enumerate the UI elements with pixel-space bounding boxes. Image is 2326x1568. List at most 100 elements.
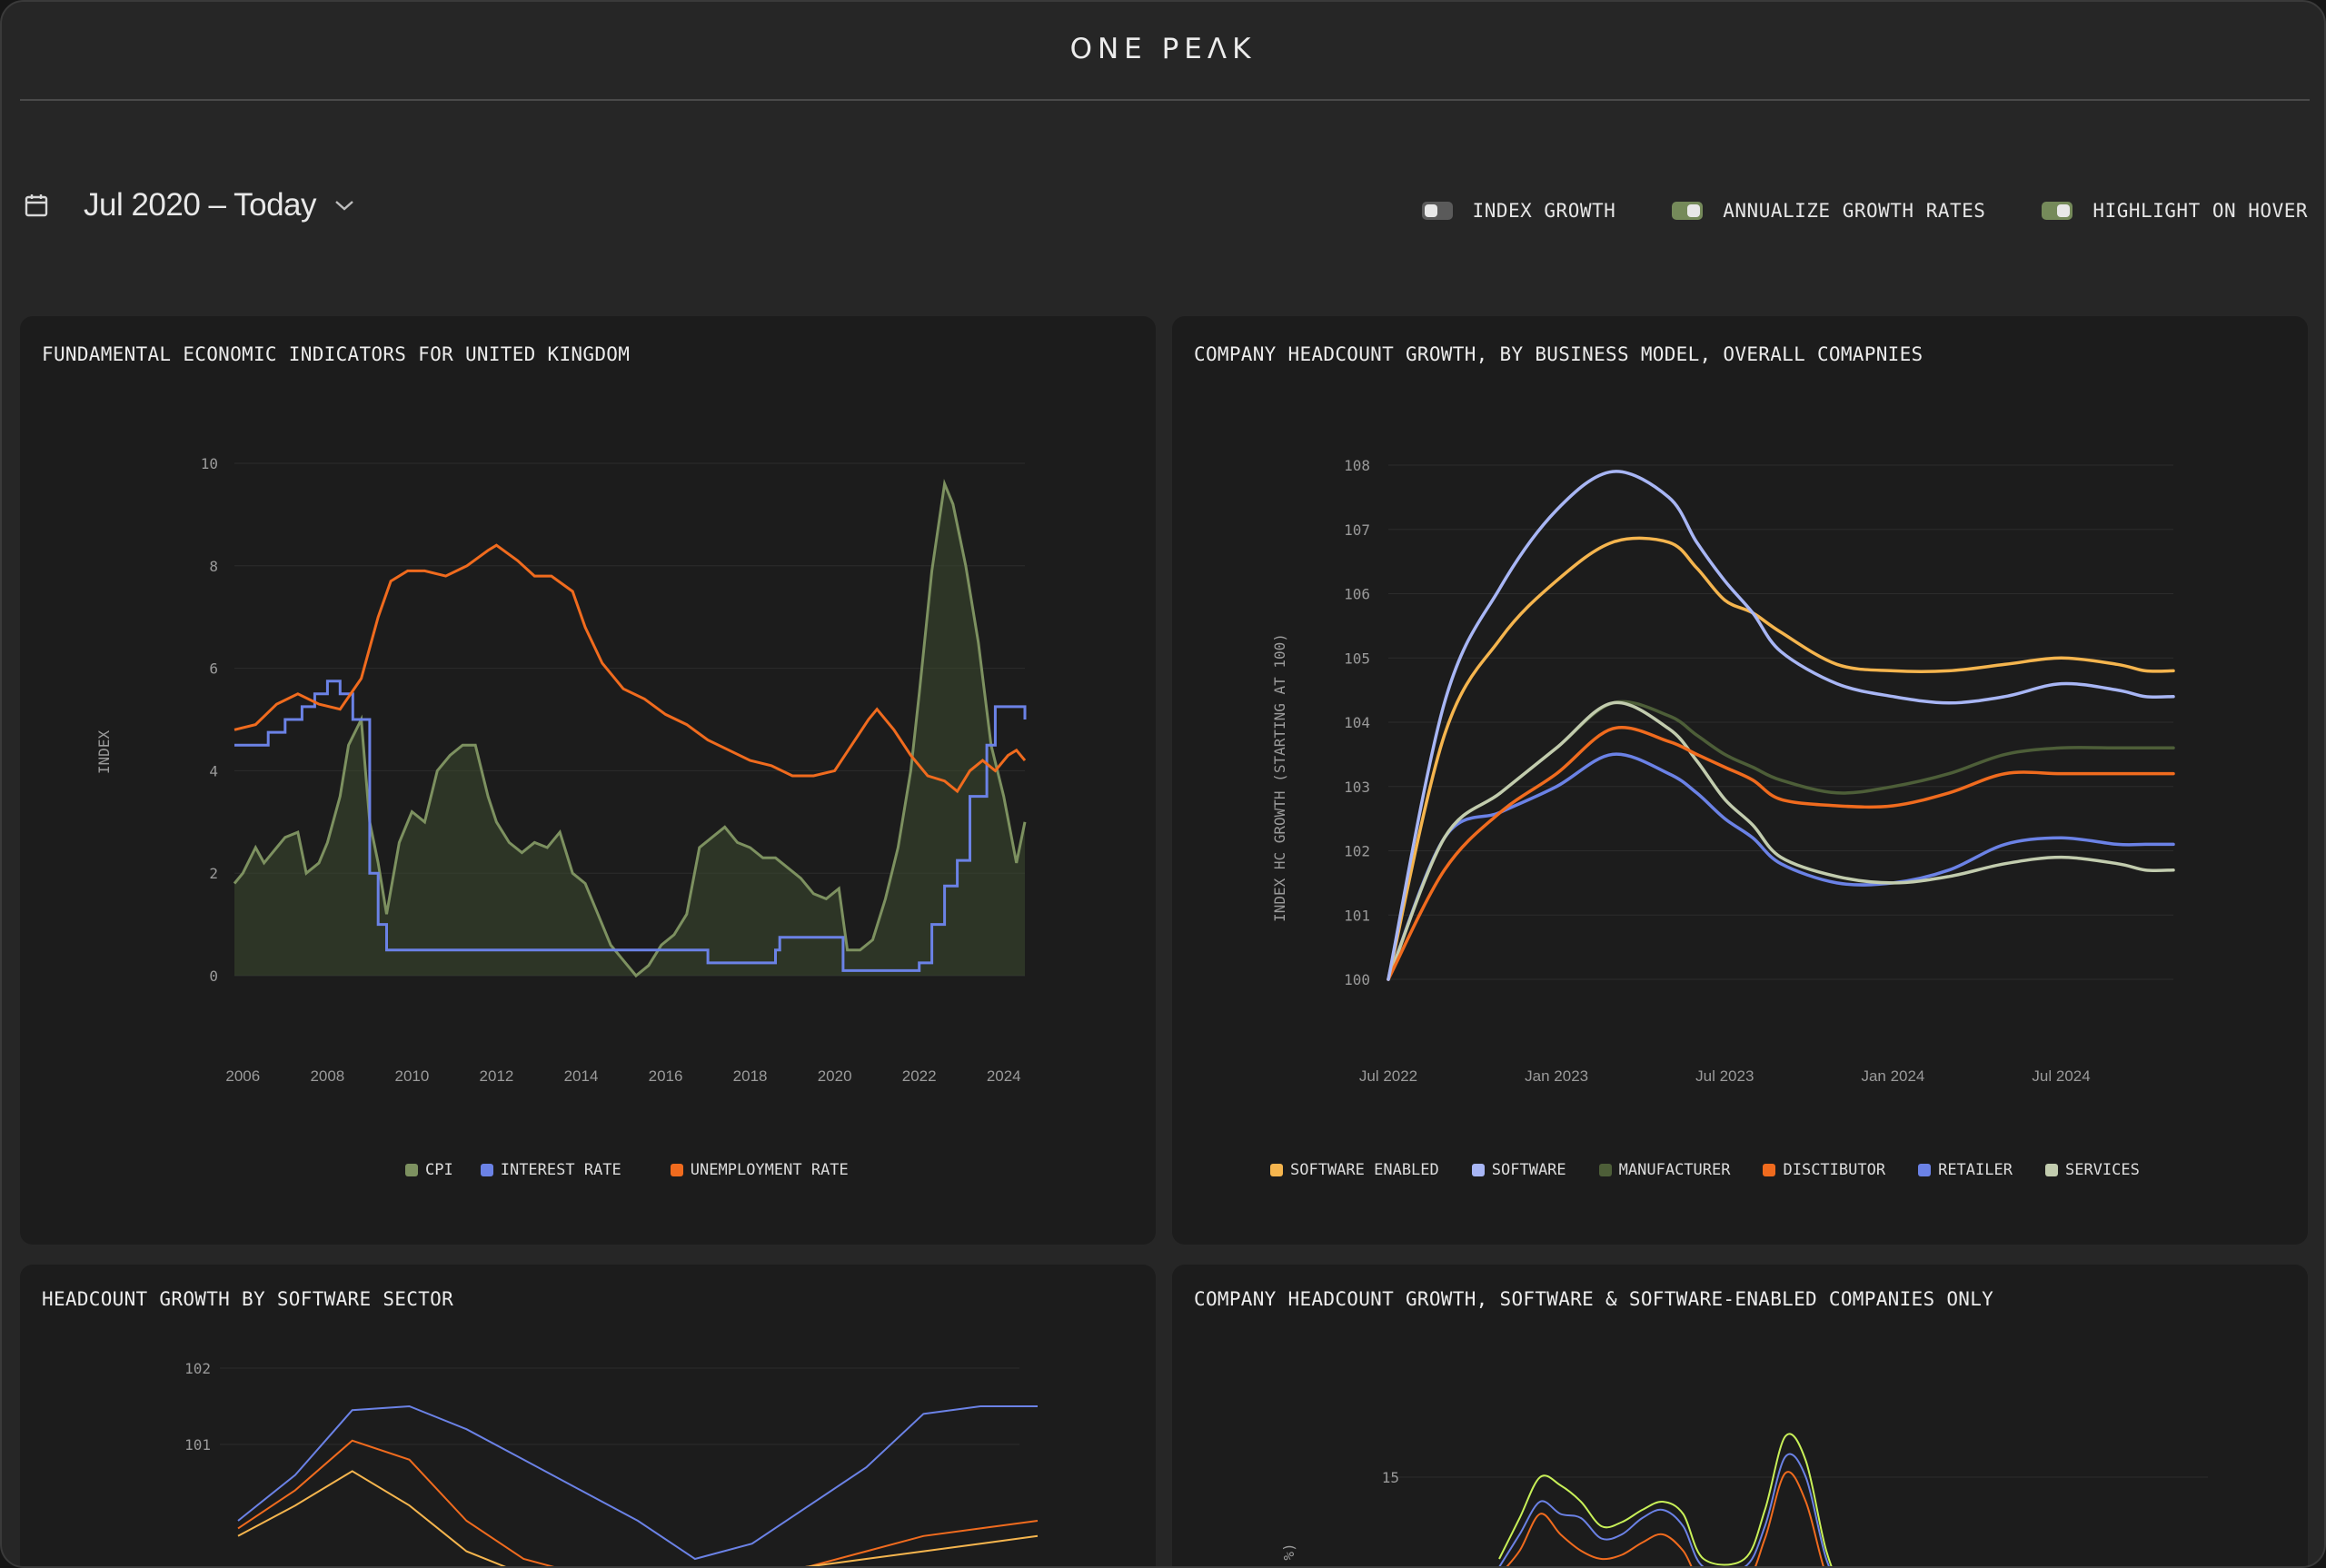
y-tick-label: 101: [184, 1436, 211, 1454]
series-line-manufacturer: [1387, 700, 2175, 981]
legend-label: DISCTIBUTOR: [1783, 1161, 1886, 1179]
series-line: [1506, 1471, 1824, 1566]
index-growth-switch[interactable]: [1421, 202, 1453, 220]
x-tick-label: 2024: [987, 1067, 1021, 1085]
y-tick-label: 4: [209, 762, 218, 779]
series-line: [1498, 1453, 1830, 1566]
legend-swatch: [405, 1164, 418, 1176]
software-enabled-chart[interactable]: 15%): [1172, 1265, 2308, 1568]
series-line-software: [1387, 470, 2175, 981]
series-line-services: [1387, 700, 2175, 981]
legend-label: MANUFACTURER: [1618, 1161, 1731, 1179]
brand-logo[interactable]: ONE PEΛK: [1069, 33, 1257, 65]
date-range-label: Jul 2020 – Today: [84, 187, 317, 223]
card-title: FUNDAMENTAL ECONOMIC INDICATORS FOR UNIT…: [42, 343, 631, 365]
y-tick-label: 6: [209, 660, 218, 678]
legend-label: CPI: [425, 1161, 453, 1179]
y-tick-label: 103: [1344, 779, 1370, 796]
header-divider: [20, 99, 2310, 101]
chart-options: INDEX GROWTH ANNUALIZE GROWTH RATES HIGH…: [1366, 200, 2308, 222]
x-tick-label: 2012: [480, 1067, 514, 1085]
y-axis-label: INDEX HC GROWTH (STARTING AT 100): [1271, 633, 1288, 922]
interest-rate-line: [234, 680, 1027, 972]
legend-label: SOFTWARE ENABLED: [1290, 1161, 1439, 1179]
y-tick-label: 107: [1344, 521, 1370, 539]
legend-item-unemployment-rate[interactable]: UNEMPLOYMENT RATE: [670, 1161, 849, 1179]
y-tick-label: 8: [209, 558, 218, 575]
legend-swatch: [1763, 1164, 1776, 1176]
chevron-down-icon: [334, 199, 354, 212]
y-tick-label: 101: [1344, 907, 1370, 924]
chart-card-headcount-by-business-model: COMPANY HEADCOUNT GROWTH, BY BUSINESS MO…: [1172, 316, 2308, 1245]
toggle-label: INDEX GROWTH: [1472, 200, 1616, 222]
annualize-growth-switch[interactable]: [1672, 202, 1704, 220]
headcount-business-model-chart[interactable]: 100 101 102 103 104 105 106 107 108 Jul 2022 Jan 2…: [1172, 316, 2308, 1245]
x-tick-label: Jan 2024: [1861, 1067, 1924, 1085]
x-tick-label: Jul 2022: [1359, 1067, 1417, 1085]
x-tick-label: 2018: [733, 1067, 768, 1085]
legend-item-manufacturer[interactable]: MANUFACTURER: [1598, 1161, 1731, 1179]
toggle-annualize-growth-rates[interactable]: ANNUALIZE GROWTH RATES: [1672, 200, 1985, 222]
highlight-hover-switch[interactable]: [2042, 202, 2073, 220]
y-tick-label: 2: [209, 865, 218, 882]
calendar-icon: [24, 193, 49, 218]
unemployment-rate-line: [234, 543, 1027, 794]
legend-item-distributor[interactable]: DISCTIBUTOR: [1763, 1161, 1885, 1179]
y-axis-label: INDEX: [95, 730, 113, 775]
y-tick-label: 102: [184, 1360, 211, 1377]
toggle-highlight-on-hover[interactable]: HIGHLIGHT ON HOVER: [2042, 200, 2308, 222]
legend-label: SOFTWARE: [1491, 1161, 1566, 1179]
date-range-picker[interactable]: Jul 2020 – Today: [24, 180, 354, 231]
legend-item-services[interactable]: SERVICES: [2044, 1161, 2140, 1179]
x-tick-label: 2006: [225, 1067, 260, 1085]
card-title: COMPANY HEADCOUNT GROWTH, SOFTWARE & SOF…: [1194, 1288, 1994, 1310]
x-tick-label: Jul 2024: [2032, 1067, 2090, 1085]
legend-item-software-enabled[interactable]: SOFTWARE ENABLED: [1270, 1161, 1439, 1179]
x-tick-label: 2020: [818, 1067, 852, 1085]
legend-swatch: [480, 1164, 493, 1176]
y-tick-label: 102: [1344, 843, 1370, 860]
card-title: HEADCOUNT GROWTH BY SOFTWARE SECTOR: [42, 1288, 454, 1310]
legend-item-interest-rate[interactable]: INTEREST RATE: [480, 1161, 621, 1179]
x-tick-label: 2008: [310, 1067, 344, 1085]
chart-legend: SOFTWARE ENABLED SOFTWARE MANUFACTURER D…: [1270, 1161, 2140, 1179]
legend-swatch: [1918, 1164, 1932, 1176]
toggle-index-growth[interactable]: INDEX GROWTH: [1421, 200, 1616, 222]
series-line: [237, 1470, 1039, 1566]
x-tick-label: Jul 2023: [1695, 1067, 1754, 1085]
top-header: ONE PEΛK: [2, 2, 2324, 101]
legend-swatch: [1471, 1164, 1485, 1176]
legend-swatch: [1598, 1164, 1612, 1176]
legend-item-retailer[interactable]: RETAILER: [1918, 1161, 2013, 1179]
legend-swatch: [2044, 1164, 2058, 1176]
software-sector-chart[interactable]: 101 102: [20, 1265, 1156, 1568]
series-line-retailer: [1387, 752, 2175, 981]
y-axis-label: %): [1280, 1543, 1297, 1560]
y-tick-label: 105: [1344, 650, 1370, 667]
cpi-line: [233, 478, 1027, 978]
legend-swatch: [1270, 1164, 1283, 1176]
x-tick-label: 2014: [564, 1067, 599, 1085]
series-line: [237, 1404, 1038, 1561]
legend-item-software[interactable]: SOFTWARE: [1471, 1161, 1566, 1179]
series-line-disctibutor: [1387, 726, 2175, 981]
x-tick-label: 2022: [902, 1067, 937, 1085]
economic-indicators-chart[interactable]: 0 2 4 6 8 10 2006 2008 2010 2012 2014 2016 2018 2020 2…: [20, 316, 1156, 1245]
x-tick-label: 2016: [649, 1067, 683, 1085]
y-tick-label: 10: [201, 455, 218, 472]
series-line: [237, 1439, 1039, 1566]
legend-item-cpi[interactable]: CPI: [405, 1161, 453, 1179]
card-title: COMPANY HEADCOUNT GROWTH, BY BUSINESS MO…: [1194, 343, 1923, 365]
toggle-label: ANNUALIZE GROWTH RATES: [1723, 200, 1986, 222]
x-tick-label: Jan 2023: [1525, 1067, 1588, 1085]
y-tick-label: 0: [209, 968, 218, 985]
legend-swatch: [670, 1164, 683, 1176]
chart-card-software-enabled-companies: COMPANY HEADCOUNT GROWTH, SOFTWARE & SOF…: [1172, 1265, 2308, 1568]
y-tick-label: 15: [1382, 1469, 1399, 1486]
series-line-software-enabled: [1387, 536, 2175, 981]
y-tick-label: 104: [1344, 714, 1370, 731]
chart-card-software-sector: HEADCOUNT GROWTH BY SOFTWARE SECTOR 101 1…: [20, 1265, 1156, 1568]
toggle-label: HIGHLIGHT ON HOVER: [2092, 200, 2308, 222]
legend-label: SERVICES: [2064, 1161, 2140, 1179]
